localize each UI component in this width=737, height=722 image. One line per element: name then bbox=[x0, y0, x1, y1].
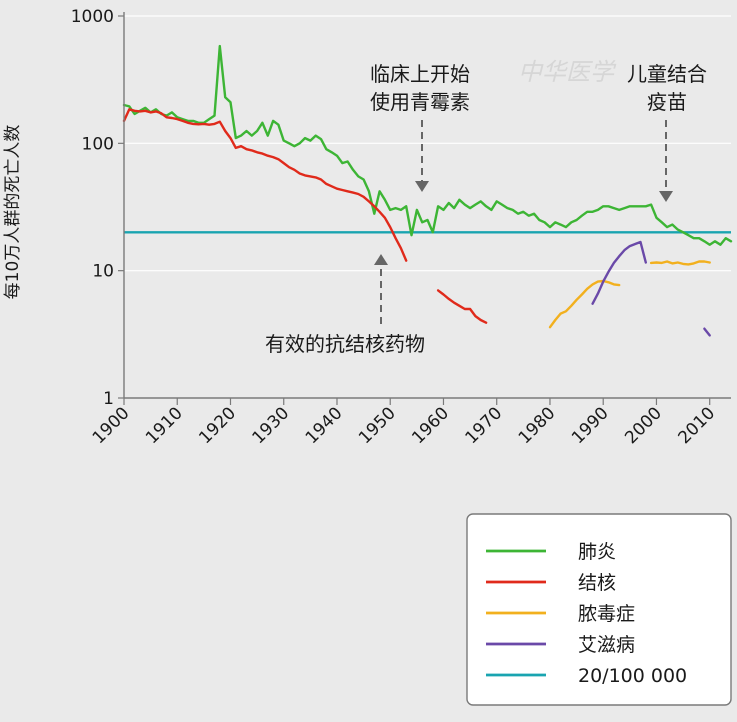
x-tick-label: 2010 bbox=[675, 403, 720, 448]
x-tick-label: 1950 bbox=[355, 403, 400, 448]
series-line-1-segment-0 bbox=[122, 108, 408, 262]
x-tick-label: 1970 bbox=[462, 403, 507, 448]
legend-label: 艾滋病 bbox=[578, 634, 635, 656]
x-tick-label: 1990 bbox=[568, 403, 613, 448]
legend-label: 结核 bbox=[578, 572, 616, 594]
legend-label: 脓毒症 bbox=[578, 603, 635, 625]
x-tick-label: 1960 bbox=[408, 403, 453, 448]
series-line-2-segment-1 bbox=[649, 260, 711, 266]
series-line-2-segment-0 bbox=[548, 279, 621, 329]
series-line-3-segment-0 bbox=[591, 240, 647, 305]
y-tick-label: 100 bbox=[82, 134, 114, 154]
legend-label: 肺炎 bbox=[578, 541, 616, 563]
annotation-text: 疫苗 bbox=[647, 90, 687, 114]
annotation-text: 临床上开始 bbox=[370, 62, 470, 86]
annotation-arrowhead bbox=[659, 191, 673, 202]
annotation-text: 有效的抗结核药物 bbox=[265, 332, 425, 356]
series-line-1-segment-1 bbox=[436, 289, 488, 324]
x-tick-label: 1900 bbox=[89, 403, 134, 448]
annotation-arrowhead bbox=[374, 254, 388, 265]
series-line-0-segment-0 bbox=[122, 44, 733, 246]
x-tick-label: 1980 bbox=[515, 403, 560, 448]
x-tick-label: 1920 bbox=[195, 403, 240, 448]
annotation-text: 儿童结合 bbox=[627, 62, 707, 86]
chart-gridlines bbox=[124, 15, 731, 272]
legend-box bbox=[466, 513, 732, 706]
annotation-arrowhead bbox=[415, 181, 429, 192]
annotation-text: 使用青霉素 bbox=[370, 90, 470, 114]
x-tick-label: 1940 bbox=[302, 403, 347, 448]
series-line-3-segment-1 bbox=[703, 327, 711, 337]
x-tick-label: 1910 bbox=[142, 403, 187, 448]
watermark-text: 中华医学 bbox=[518, 58, 617, 86]
watermark: 中华医学 bbox=[518, 58, 617, 86]
legend-label: 20/100 000 bbox=[578, 665, 687, 687]
y-tick-label: 1000 bbox=[71, 7, 114, 27]
x-tick-label: 2000 bbox=[621, 403, 666, 448]
x-tick-label: 1930 bbox=[249, 403, 294, 448]
y-tick-label: 1 bbox=[103, 389, 114, 409]
y-tick-label: 10 bbox=[92, 262, 114, 282]
y-axis-label: 每10万人群的死亡人数 bbox=[3, 125, 23, 300]
chart-series bbox=[122, 44, 733, 337]
